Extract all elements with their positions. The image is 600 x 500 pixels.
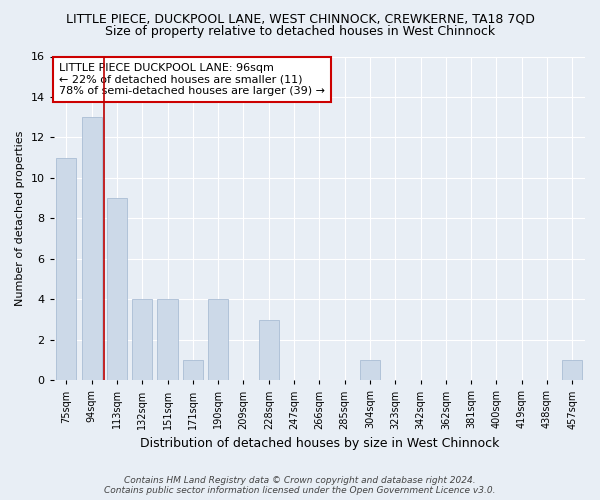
Bar [562, 360, 583, 380]
Bar [259, 320, 279, 380]
X-axis label: Distribution of detached houses by size in West Chinnock: Distribution of detached houses by size … [140, 437, 499, 450]
Y-axis label: Number of detached properties: Number of detached properties [15, 130, 25, 306]
Text: LITTLE PIECE DUCKPOOL LANE: 96sqm
← 22% of detached houses are smaller (11)
78% : LITTLE PIECE DUCKPOOL LANE: 96sqm ← 22% … [59, 63, 325, 96]
Text: LITTLE PIECE, DUCKPOOL LANE, WEST CHINNOCK, CREWKERNE, TA18 7QD: LITTLE PIECE, DUCKPOOL LANE, WEST CHINNO… [65, 12, 535, 26]
Bar [56, 158, 76, 380]
Text: Size of property relative to detached houses in West Chinnock: Size of property relative to detached ho… [105, 25, 495, 38]
Bar [360, 360, 380, 380]
Bar [107, 198, 127, 380]
Bar [157, 300, 178, 380]
Bar [132, 300, 152, 380]
Text: Contains HM Land Registry data © Crown copyright and database right 2024.
Contai: Contains HM Land Registry data © Crown c… [104, 476, 496, 495]
Bar [82, 117, 102, 380]
Bar [208, 300, 228, 380]
Bar [183, 360, 203, 380]
